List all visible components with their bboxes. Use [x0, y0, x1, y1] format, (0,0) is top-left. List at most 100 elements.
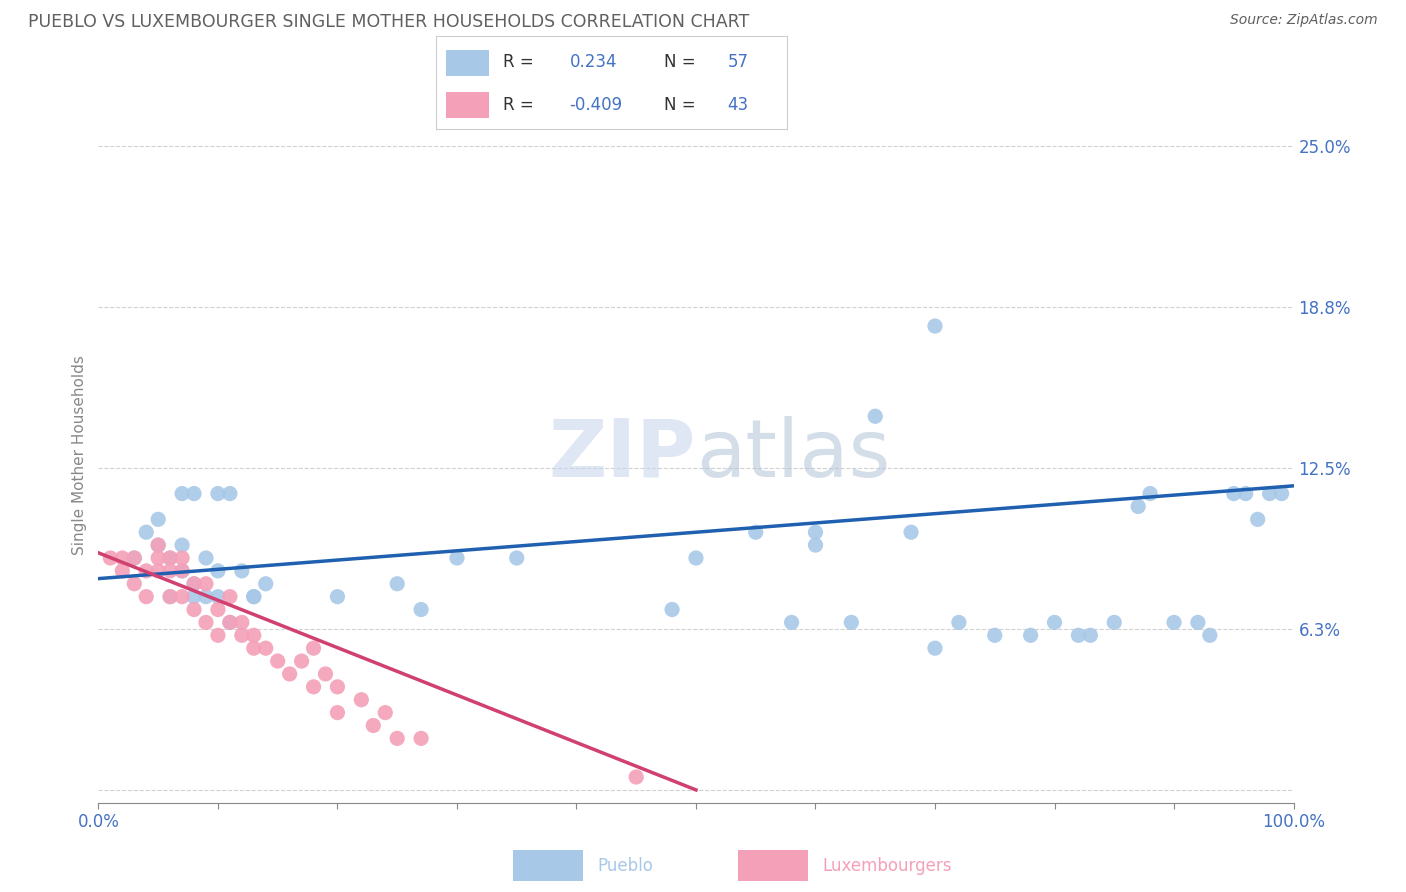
Text: N =: N =: [665, 96, 696, 114]
Point: [148, 551, 170, 566]
Point: [948, 615, 970, 630]
Text: Luxembourgers: Luxembourgers: [823, 857, 952, 875]
Point: [231, 564, 253, 578]
Text: atlas: atlas: [696, 416, 890, 494]
Point: [194, 576, 218, 591]
Point: [1080, 628, 1102, 642]
Point: [1163, 615, 1185, 630]
Point: [1234, 486, 1257, 500]
Point: [315, 667, 337, 681]
Point: [172, 564, 194, 578]
Point: [219, 615, 242, 630]
Point: [1246, 512, 1268, 526]
Point: [219, 615, 242, 630]
Point: [302, 641, 325, 656]
Point: [924, 319, 946, 334]
Point: [111, 551, 134, 566]
Point: [363, 718, 385, 732]
Point: [148, 538, 170, 552]
Point: [194, 551, 218, 566]
Point: [231, 628, 253, 642]
Point: [984, 628, 1007, 642]
Point: [267, 654, 290, 668]
Point: [290, 654, 312, 668]
Point: [1198, 628, 1220, 642]
Point: [1043, 615, 1066, 630]
Text: -0.409: -0.409: [569, 96, 623, 114]
Point: [111, 564, 134, 578]
Point: [159, 564, 181, 578]
Point: [183, 576, 205, 591]
Point: [148, 538, 170, 552]
Point: [124, 576, 146, 591]
Point: [124, 551, 146, 566]
Point: [1102, 615, 1125, 630]
Point: [780, 615, 803, 630]
Point: [685, 551, 707, 566]
Point: [231, 615, 253, 630]
Point: [135, 564, 157, 578]
Point: [159, 590, 181, 604]
Point: [172, 551, 194, 566]
Point: [183, 602, 205, 616]
Text: Source: ZipAtlas.com: Source: ZipAtlas.com: [1230, 13, 1378, 28]
Point: [1187, 615, 1209, 630]
Point: [254, 576, 277, 591]
Point: [207, 564, 229, 578]
Point: [243, 590, 266, 604]
Point: [804, 538, 827, 552]
Text: PUEBLO VS LUXEMBOURGER SINGLE MOTHER HOUSEHOLDS CORRELATION CHART: PUEBLO VS LUXEMBOURGER SINGLE MOTHER HOU…: [28, 13, 749, 31]
Point: [219, 590, 242, 604]
Point: [159, 551, 181, 566]
Point: [326, 706, 349, 720]
Point: [1019, 628, 1042, 642]
Point: [207, 628, 229, 642]
Point: [194, 590, 218, 604]
Point: [900, 525, 922, 540]
Point: [385, 731, 409, 746]
Point: [506, 551, 529, 566]
Point: [159, 590, 181, 604]
Text: N =: N =: [665, 53, 696, 70]
Text: R =: R =: [503, 53, 533, 70]
Bar: [447, 50, 489, 76]
Point: [446, 551, 468, 566]
Text: R =: R =: [503, 96, 533, 114]
Point: [1128, 500, 1150, 514]
Point: [411, 731, 433, 746]
Point: [124, 551, 146, 566]
Point: [804, 525, 827, 540]
Point: [1271, 486, 1294, 500]
Point: [1222, 486, 1246, 500]
Point: [863, 409, 887, 424]
Point: [411, 602, 433, 616]
Point: [326, 680, 349, 694]
Point: [302, 680, 325, 694]
Point: [172, 590, 194, 604]
Point: [1139, 486, 1161, 500]
Point: [172, 564, 194, 578]
Point: [207, 486, 229, 500]
Point: [183, 576, 205, 591]
Point: [148, 512, 170, 526]
Point: [1067, 628, 1090, 642]
Point: [278, 667, 301, 681]
Point: [135, 590, 157, 604]
Point: [626, 770, 648, 784]
Point: [243, 641, 266, 656]
Point: [207, 602, 229, 616]
Point: [254, 641, 277, 656]
Text: 0.234: 0.234: [569, 53, 617, 70]
Point: [148, 564, 170, 578]
Point: [924, 641, 946, 656]
Point: [243, 590, 266, 604]
Point: [219, 486, 242, 500]
Point: [172, 486, 194, 500]
Point: [326, 590, 349, 604]
Y-axis label: Single Mother Households: Single Mother Households: [72, 355, 87, 555]
Point: [661, 602, 683, 616]
Point: [207, 590, 229, 604]
Text: 43: 43: [728, 96, 749, 114]
Text: Pueblo: Pueblo: [598, 857, 654, 875]
Point: [135, 525, 157, 540]
